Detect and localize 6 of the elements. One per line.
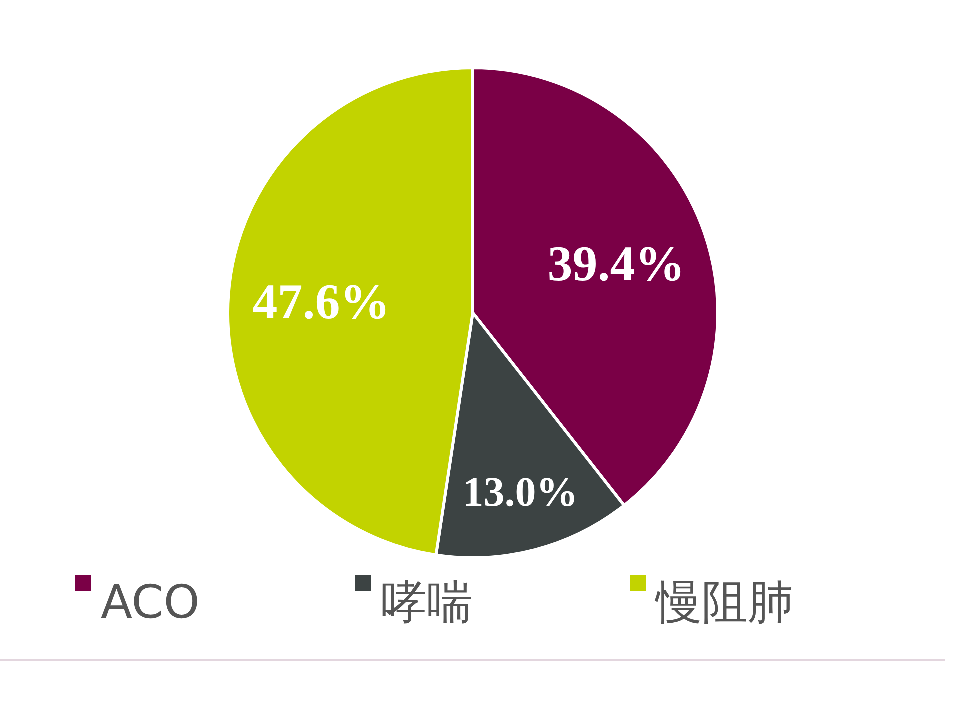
legend-label: 慢阻肺 xyxy=(654,575,794,629)
data-label: 47.6% xyxy=(252,274,390,330)
data-label: 13.0% xyxy=(462,470,578,516)
data-label: 39.4% xyxy=(548,235,686,292)
legend-label: 哮喘 xyxy=(381,575,473,629)
legend-label: ACO xyxy=(101,575,200,629)
